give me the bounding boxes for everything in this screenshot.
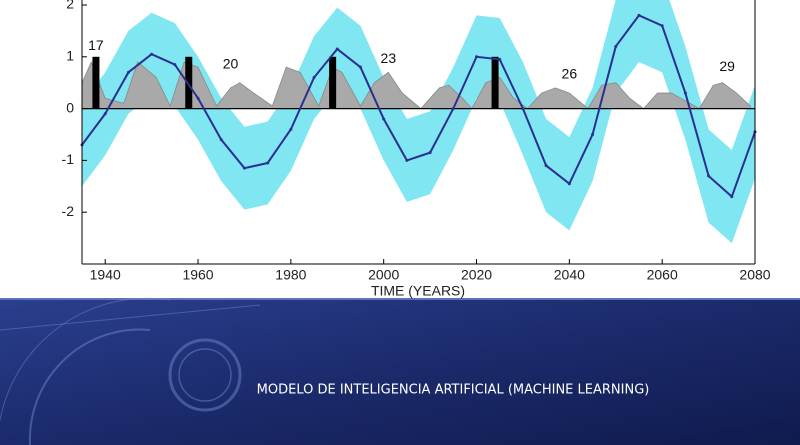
forecast-point: [289, 127, 293, 131]
plot-area: 17 20 23 26 29 -2 -1 0 1 2 1940 1960 1980 2000 2020 204…: [62, 0, 771, 283]
forecast-point: [683, 91, 687, 95]
forecast-point: [242, 166, 246, 170]
cycle-marker: [185, 56, 193, 109]
x-tick-label: 1940: [90, 267, 121, 283]
x-tick-label: 1960: [182, 267, 213, 283]
cycle-marker: [329, 56, 337, 109]
x-tick-label: 2000: [368, 267, 399, 283]
forecast-point: [544, 164, 548, 168]
forecast-point: [173, 63, 177, 67]
forecast-point: [637, 13, 641, 17]
cycle-label: 23: [381, 50, 397, 66]
y-tick-label: 0: [66, 99, 74, 115]
forecast-point: [428, 151, 432, 155]
slide-background: [0, 298, 800, 445]
forecast-point: [498, 57, 502, 61]
forecast-point: [266, 161, 270, 165]
cycle-marker: [491, 56, 499, 109]
x-tick-label: 2080: [739, 267, 770, 283]
forecast-point: [475, 55, 479, 59]
forecast-line: [81, 14, 756, 199]
forecast-point: [660, 24, 664, 28]
forecast-point: [451, 107, 455, 111]
forecast-point: [150, 52, 154, 56]
activity-area: [81, 60, 751, 110]
forecast-point: [730, 195, 734, 199]
forecast-point: [196, 96, 200, 100]
forecast-point: [591, 133, 595, 136]
forecast-point: [521, 107, 525, 111]
forecast-point: [567, 182, 571, 186]
x-tick-label: 1980: [275, 267, 306, 283]
y-tick-label: -2: [62, 203, 75, 219]
forecast-point: [707, 174, 711, 178]
forecast-point: [126, 70, 130, 74]
x-axis-label: TIME (YEARS): [371, 283, 465, 299]
y-tick-label: 1: [66, 48, 74, 64]
cycle-marker: [92, 56, 100, 109]
caption: MODELO DE INTELIGENCIA ARTIFICIAL (MACHI…: [257, 383, 650, 398]
forecast-point: [405, 158, 409, 162]
forecast-point: [382, 117, 386, 121]
forecast-point: [219, 138, 223, 142]
cycle-label: 20: [223, 55, 239, 71]
forecast-point: [103, 112, 107, 116]
cycle-label: 29: [719, 58, 735, 74]
forecast-point: [614, 44, 618, 48]
y-tick-label: 2: [66, 0, 74, 12]
x-tick-label: 2060: [647, 267, 678, 283]
x-tick-label: 2040: [554, 267, 585, 283]
x-tick-label: 2020: [461, 267, 492, 283]
forecast-point: [312, 76, 316, 80]
forecast-point: [358, 65, 362, 69]
cycle-label: 26: [562, 66, 578, 82]
cycle-label: 17: [88, 37, 104, 53]
confidence-band: [82, 0, 755, 244]
decoration: [0, 297, 261, 445]
forecast-point: [335, 47, 339, 51]
y-tick-label: -1: [62, 151, 75, 167]
